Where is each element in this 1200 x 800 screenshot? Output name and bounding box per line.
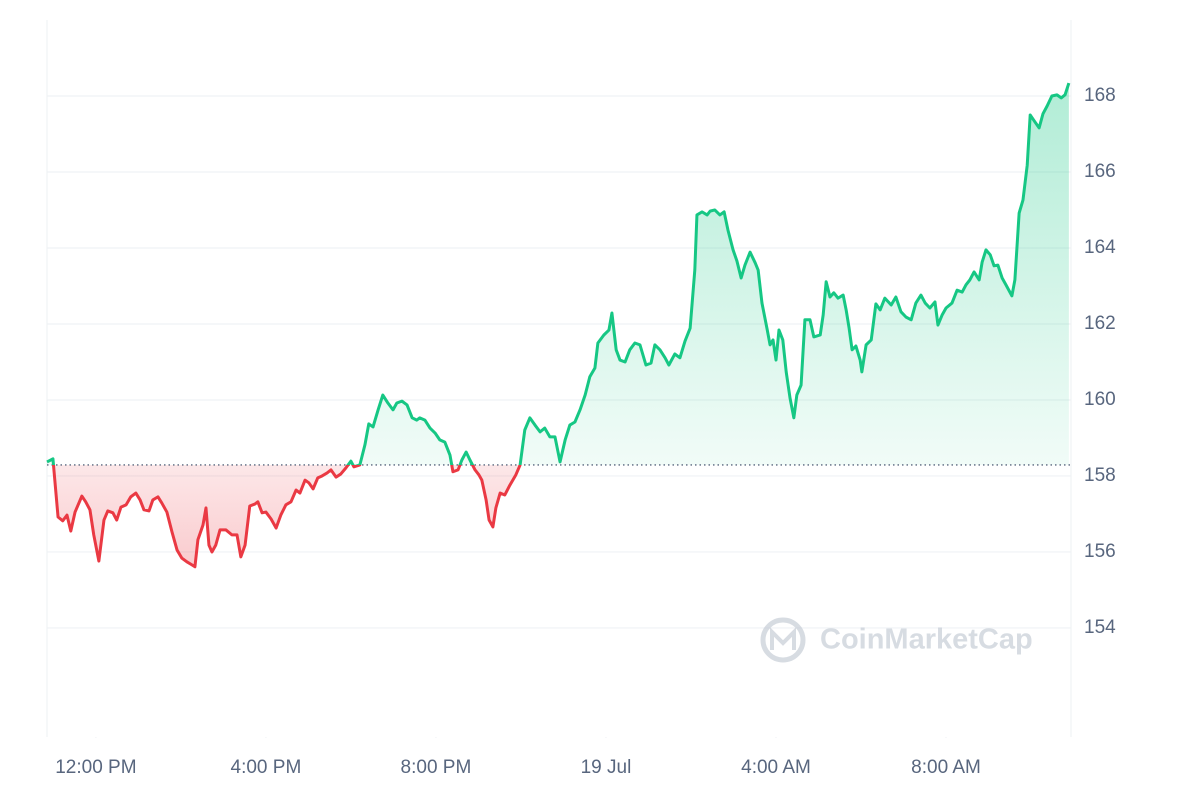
watermark-logo — [760, 617, 806, 663]
plot — [46, 82, 1071, 569]
price-line — [46, 82, 1071, 569]
watermark: CoinMarketCap — [760, 617, 1033, 663]
y-tick-label: 168 — [1084, 85, 1116, 106]
x-tick-label: 12:00 PM — [55, 757, 136, 778]
y-tick-label: 164 — [1084, 237, 1116, 258]
x-tick-label: 8:00 PM — [401, 757, 472, 778]
y-tick-label: 166 — [1084, 161, 1116, 182]
y-tick-label: 156 — [1084, 541, 1116, 562]
price-area — [47, 83, 1069, 567]
y-tick-label: 158 — [1084, 465, 1116, 486]
x-tick-label: 19 Jul — [581, 757, 632, 778]
y-tick-label: 160 — [1084, 389, 1116, 410]
watermark-logo-mark — [770, 627, 796, 650]
x-tick-label: 4:00 AM — [741, 757, 811, 778]
x-tick-label: 4:00 PM — [231, 757, 302, 778]
y-tick-label: 162 — [1084, 313, 1116, 334]
watermark-text: CoinMarketCap — [820, 624, 1033, 656]
x-tick-label: 8:00 AM — [911, 757, 981, 778]
y-tick-label: 154 — [1084, 617, 1116, 638]
